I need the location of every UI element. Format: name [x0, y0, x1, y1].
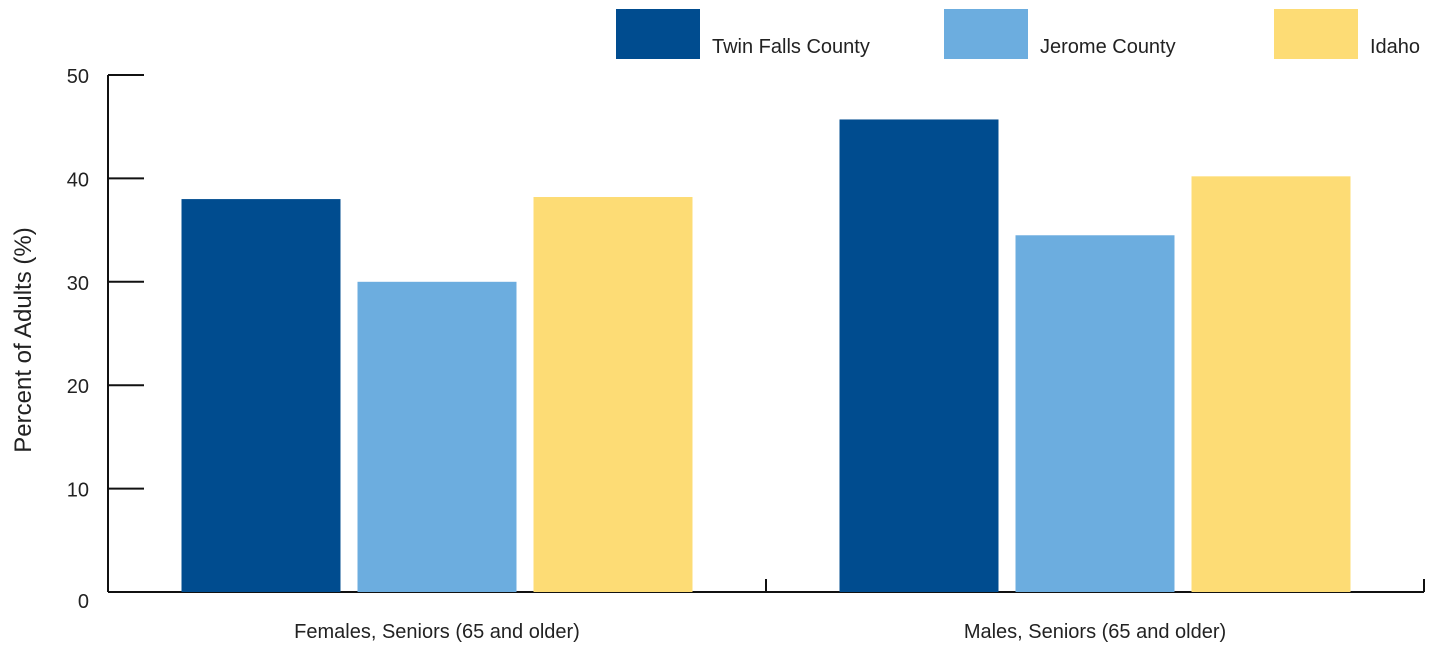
y-tick-label: 10	[67, 480, 89, 502]
y-axis-title: Percent of Adults (%)	[10, 227, 37, 452]
bar	[839, 119, 999, 592]
x-tick-label: Males, Seniors (65 and older)	[964, 621, 1226, 643]
bars	[181, 119, 1351, 592]
y-tick-label: 20	[67, 376, 89, 398]
legend-swatch	[616, 9, 700, 59]
legend-label: Twin Falls County	[712, 36, 870, 58]
y-tick-label: 0	[78, 591, 89, 613]
legend: Twin Falls County Jerome County Idaho	[616, 9, 1420, 59]
y-tick-label: 30	[67, 273, 89, 295]
bar	[1015, 235, 1175, 592]
axes: Percent of Adults (%) 0 10 20 30 40 50 Females…	[10, 66, 1425, 643]
bar	[533, 197, 693, 592]
legend-label: Idaho	[1370, 36, 1420, 58]
y-tick-label: 40	[67, 169, 89, 191]
legend-swatch	[1274, 9, 1358, 59]
bar	[357, 281, 517, 592]
y-tick-label: 50	[67, 66, 89, 88]
x-tick-label: Females, Seniors (65 and older)	[294, 621, 580, 643]
bar	[1191, 176, 1351, 592]
bar	[181, 199, 341, 592]
legend-label: Jerome County	[1040, 36, 1176, 58]
legend-swatch	[944, 9, 1028, 59]
